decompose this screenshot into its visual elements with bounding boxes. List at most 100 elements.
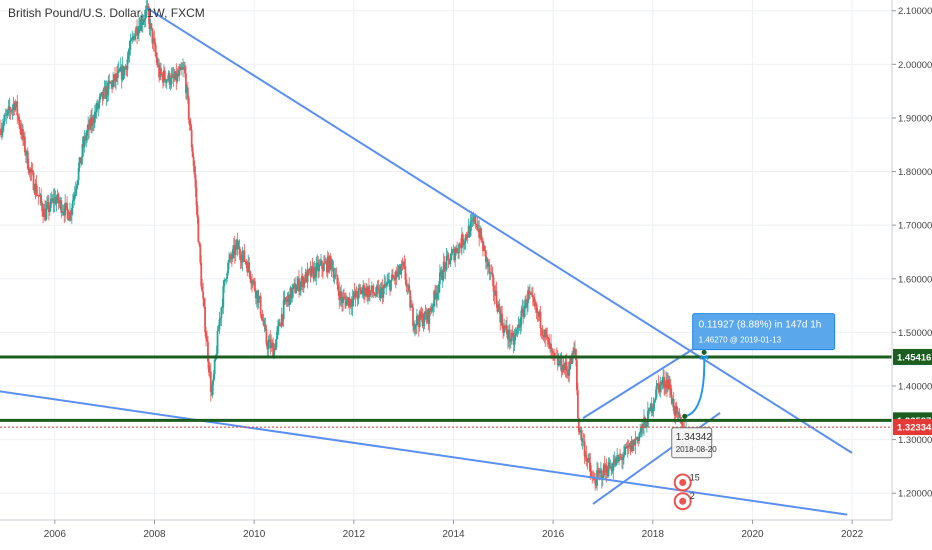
candle-up <box>220 307 223 319</box>
candle-up <box>282 299 285 320</box>
candle-down <box>663 377 666 388</box>
candle-down <box>474 216 477 224</box>
y-tick-label: 1.20000 <box>898 489 932 500</box>
candle-up <box>289 287 292 305</box>
candle-down <box>567 371 570 376</box>
candle-down <box>376 286 379 289</box>
candle-up <box>569 358 572 370</box>
candle-down <box>347 297 350 307</box>
candle-down <box>281 314 284 320</box>
candle-down <box>577 418 580 432</box>
candle-up <box>304 272 307 283</box>
candle-up <box>471 219 474 221</box>
candle-down <box>210 391 213 395</box>
candle-up <box>219 318 222 320</box>
candle-up <box>93 111 96 123</box>
candle-down <box>32 172 35 190</box>
candle-down <box>200 262 203 287</box>
candle-down <box>108 80 111 82</box>
candle-down <box>472 219 475 222</box>
candle-down <box>94 111 97 113</box>
event-count: 2 <box>690 491 695 501</box>
candle-up <box>141 22 144 25</box>
candle-up <box>612 463 615 471</box>
candle-up <box>467 226 470 238</box>
candle-up <box>645 426 648 428</box>
candle-down <box>413 325 415 330</box>
candle-down <box>192 156 195 166</box>
candle-up <box>521 308 524 311</box>
candle-down <box>539 311 542 329</box>
candle-down <box>190 129 193 148</box>
candle-down <box>343 296 345 298</box>
candle-up <box>331 268 334 270</box>
x-tick-label: 2020 <box>741 529 764 540</box>
candle-down <box>185 73 187 94</box>
candle-up <box>217 329 220 331</box>
candle-down <box>535 304 538 313</box>
candle-up <box>505 325 507 329</box>
candle-down <box>381 287 384 298</box>
candle-down <box>666 380 668 389</box>
candle-up <box>149 23 152 30</box>
candle-up <box>516 326 519 331</box>
candle-up <box>562 364 565 373</box>
candle-up <box>346 297 349 300</box>
candle-up <box>71 200 74 208</box>
candle-up <box>529 292 531 294</box>
candle-down <box>253 280 255 282</box>
candle-down <box>246 264 249 273</box>
candle-up <box>319 264 321 266</box>
candle-up <box>423 311 426 322</box>
candle-up <box>655 386 658 398</box>
time-axis-panel[interactable] <box>0 520 892 550</box>
candle-down <box>631 440 634 451</box>
candle-down <box>47 202 50 212</box>
candle-down <box>377 288 380 290</box>
candle-up <box>433 290 436 307</box>
candle-up <box>386 282 389 286</box>
candle-up <box>51 198 54 202</box>
candle-down <box>163 70 166 80</box>
point-label-price: 1.34342 <box>676 432 713 443</box>
candle-up <box>500 313 503 323</box>
candle-down <box>466 237 469 238</box>
candle-down <box>175 71 178 82</box>
candle-up <box>215 353 218 356</box>
lower-trendline <box>0 390 848 516</box>
candle-down <box>238 246 241 255</box>
candle-down <box>619 456 621 458</box>
candle-up <box>78 157 81 168</box>
candle-down <box>563 364 566 371</box>
candle-down <box>17 115 20 117</box>
candle-up <box>514 333 517 338</box>
candle-up <box>55 200 58 205</box>
candle-down <box>193 165 196 175</box>
time-axis-ticks: 2006 2008 2010 2012 2014 2016 2018 2020 2022 <box>44 520 864 540</box>
candle-up <box>110 82 113 84</box>
candle-down <box>148 15 151 30</box>
candle-up <box>25 151 28 156</box>
candle-down <box>507 334 509 340</box>
candle-down <box>635 438 638 440</box>
candle-up <box>450 253 453 260</box>
candle-down <box>629 443 632 452</box>
candle-down <box>499 310 502 323</box>
candle-up <box>586 460 589 462</box>
channel-bottom <box>592 411 721 505</box>
candle-up <box>357 288 360 300</box>
candle-down <box>173 78 176 80</box>
candle-up <box>97 102 100 108</box>
candle-up <box>231 249 234 259</box>
point-label-box <box>671 427 713 459</box>
candle-up <box>299 287 301 292</box>
candle-down <box>155 52 158 58</box>
candle-up <box>99 94 102 97</box>
candle-up <box>15 101 18 104</box>
candle-up <box>116 71 119 78</box>
price-tag-box <box>893 419 932 436</box>
candle-up <box>128 49 131 56</box>
candle-up <box>487 264 490 267</box>
candle-up <box>61 211 64 213</box>
